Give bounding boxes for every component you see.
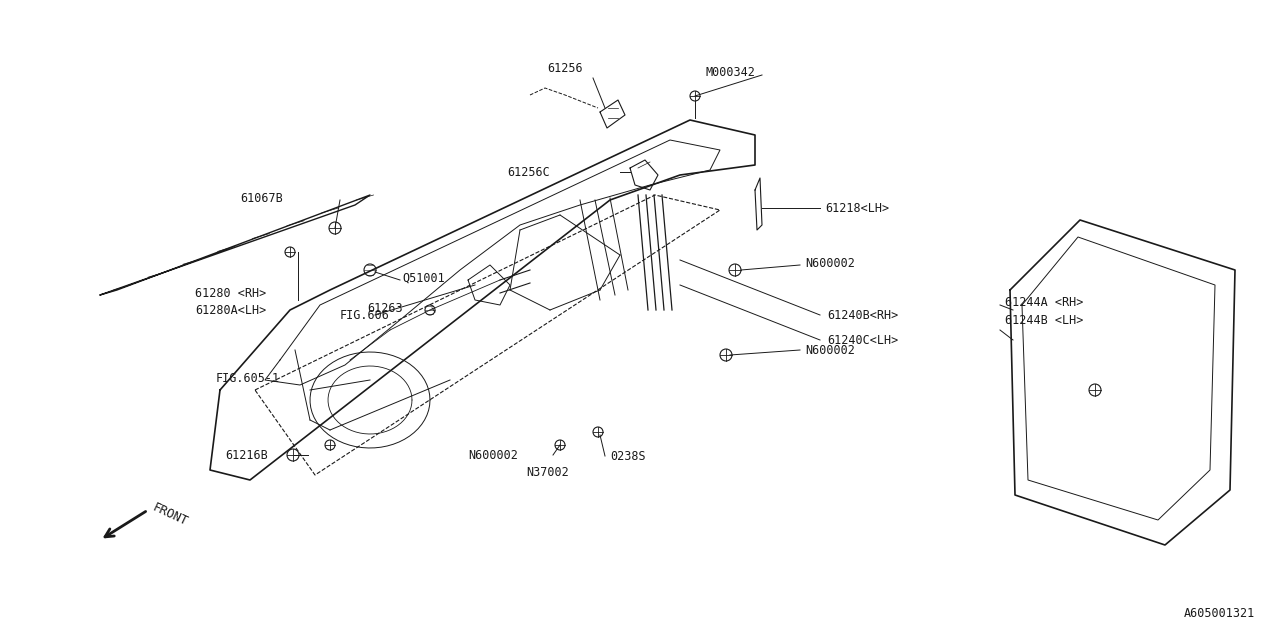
Text: 61280A<LH>: 61280A<LH> (195, 303, 266, 317)
Text: FIG.606: FIG.606 (340, 308, 390, 321)
Text: 0238S: 0238S (611, 449, 645, 463)
Text: N600002: N600002 (468, 449, 518, 461)
Text: 61263: 61263 (367, 301, 403, 314)
Text: 61256C: 61256C (507, 166, 550, 179)
Text: 61216B: 61216B (225, 449, 268, 461)
Text: N600002: N600002 (805, 344, 855, 356)
Text: M000342: M000342 (705, 65, 755, 79)
Text: 61240B<RH>: 61240B<RH> (827, 308, 899, 321)
Text: FIG.605-1: FIG.605-1 (216, 371, 280, 385)
Text: N600002: N600002 (805, 257, 855, 269)
Text: FRONT: FRONT (150, 501, 189, 529)
Text: 61067B: 61067B (241, 191, 283, 205)
Text: 61280 <RH>: 61280 <RH> (195, 287, 266, 300)
Text: N37002: N37002 (526, 465, 570, 479)
Text: 61244B <LH>: 61244B <LH> (1005, 314, 1083, 326)
Text: 61256: 61256 (547, 61, 582, 74)
Text: 61218<LH>: 61218<LH> (826, 202, 890, 214)
Text: 61240C<LH>: 61240C<LH> (827, 333, 899, 346)
Text: A605001321: A605001321 (1184, 607, 1254, 620)
Text: 61244A <RH>: 61244A <RH> (1005, 296, 1083, 308)
Text: Q51001: Q51001 (402, 271, 444, 285)
